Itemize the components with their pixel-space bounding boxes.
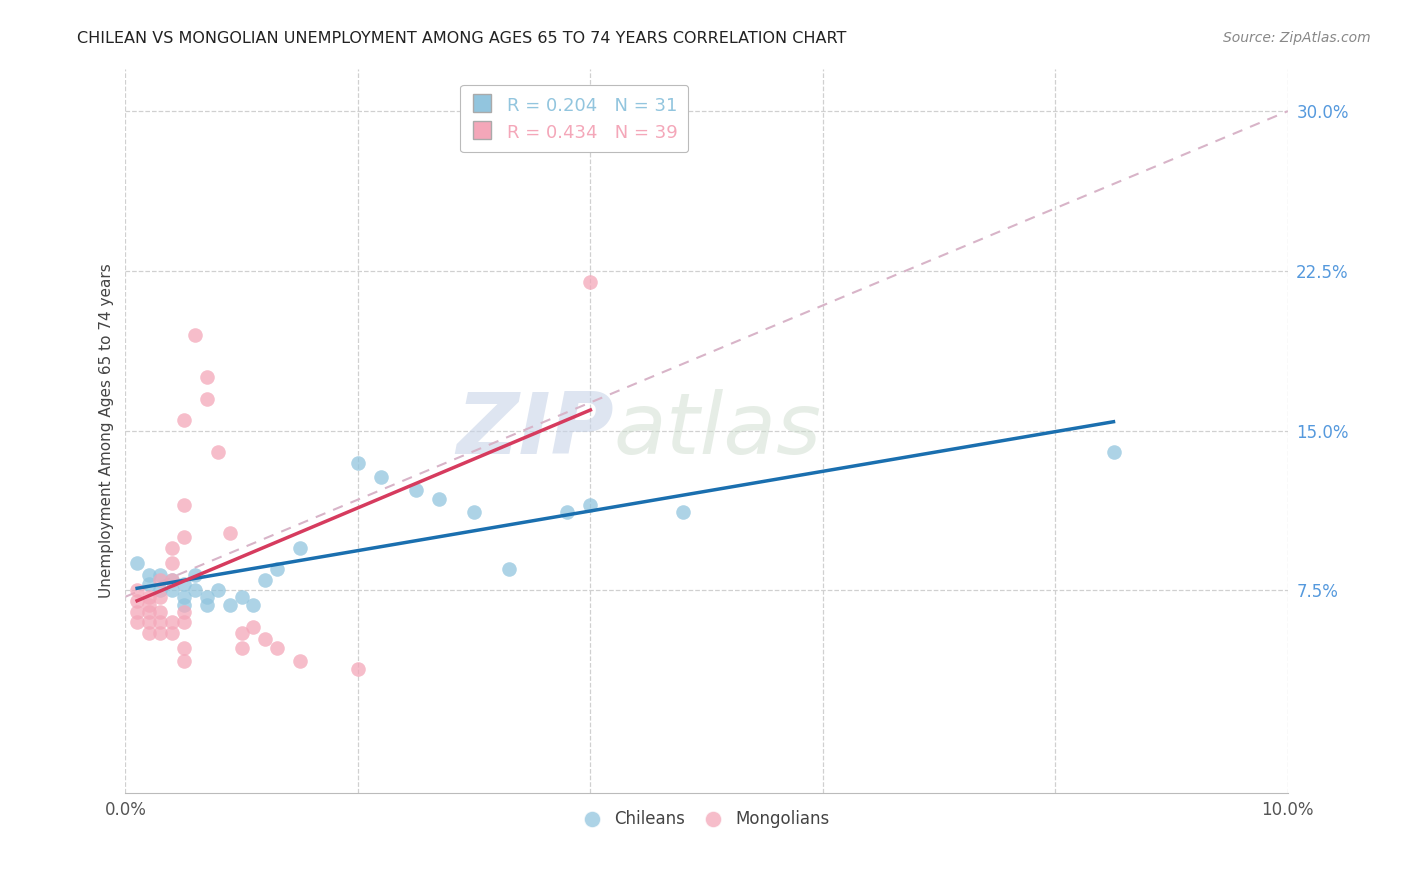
Point <box>207 445 229 459</box>
Point <box>555 504 578 518</box>
Point <box>138 626 160 640</box>
Point <box>149 615 172 630</box>
Point <box>127 583 149 598</box>
Point <box>195 392 218 406</box>
Point <box>231 590 253 604</box>
Point <box>173 599 195 613</box>
Point <box>207 583 229 598</box>
Point <box>127 605 149 619</box>
Point <box>138 605 160 619</box>
Point <box>184 568 207 582</box>
Point <box>173 577 195 591</box>
Point <box>266 640 288 655</box>
Point <box>138 615 160 630</box>
Point <box>173 413 195 427</box>
Point <box>160 573 183 587</box>
Point <box>1102 445 1125 459</box>
Point <box>405 483 427 498</box>
Point <box>138 599 160 613</box>
Text: Source: ZipAtlas.com: Source: ZipAtlas.com <box>1223 31 1371 45</box>
Point <box>242 599 264 613</box>
Point <box>347 456 370 470</box>
Point <box>173 654 195 668</box>
Point <box>160 583 183 598</box>
Point <box>195 599 218 613</box>
Point <box>149 568 172 582</box>
Point <box>231 640 253 655</box>
Point <box>219 599 242 613</box>
Point <box>160 573 183 587</box>
Point <box>219 525 242 540</box>
Point <box>160 615 183 630</box>
Point <box>160 541 183 555</box>
Point <box>347 662 370 676</box>
Point <box>160 556 183 570</box>
Point <box>184 327 207 342</box>
Point <box>138 590 160 604</box>
Point <box>173 605 195 619</box>
Point <box>127 594 149 608</box>
Point <box>127 556 149 570</box>
Point <box>427 491 450 506</box>
Point <box>672 504 695 518</box>
Point <box>173 590 195 604</box>
Text: CHILEAN VS MONGOLIAN UNEMPLOYMENT AMONG AGES 65 TO 74 YEARS CORRELATION CHART: CHILEAN VS MONGOLIAN UNEMPLOYMENT AMONG … <box>77 31 846 46</box>
Text: atlas: atlas <box>613 389 821 472</box>
Point <box>149 605 172 619</box>
Point <box>579 275 602 289</box>
Point <box>370 470 392 484</box>
Point <box>242 619 264 633</box>
Point <box>266 562 288 576</box>
Point <box>253 632 276 647</box>
Point <box>173 615 195 630</box>
Point <box>160 626 183 640</box>
Y-axis label: Unemployment Among Ages 65 to 74 years: Unemployment Among Ages 65 to 74 years <box>100 263 114 598</box>
Point <box>149 573 172 587</box>
Point <box>579 498 602 512</box>
Point <box>173 530 195 544</box>
Point <box>288 654 311 668</box>
Point <box>138 568 160 582</box>
Point <box>195 590 218 604</box>
Legend: Chileans, Mongolians: Chileans, Mongolians <box>578 804 837 835</box>
Point <box>173 640 195 655</box>
Point <box>195 370 218 384</box>
Point <box>463 504 485 518</box>
Point <box>149 626 172 640</box>
Point <box>149 590 172 604</box>
Point <box>231 626 253 640</box>
Text: ZIP: ZIP <box>456 389 613 472</box>
Point <box>288 541 311 555</box>
Point <box>127 615 149 630</box>
Point <box>138 577 160 591</box>
Point <box>173 498 195 512</box>
Point <box>253 573 276 587</box>
Point <box>149 583 172 598</box>
Point <box>498 562 520 576</box>
Point <box>184 583 207 598</box>
